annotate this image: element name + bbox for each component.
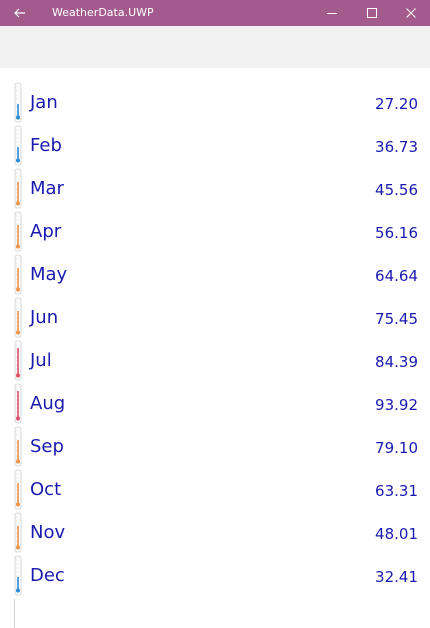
month-label: Jun — [30, 307, 59, 328]
month-label: May — [30, 264, 68, 285]
temperature-value: 27.20 — [375, 95, 418, 113]
list-edge — [14, 599, 15, 628]
month-label: Sep — [30, 436, 64, 457]
maximize-icon — [367, 8, 377, 18]
temperature-value: 79.10 — [375, 439, 418, 457]
close-button[interactable] — [393, 0, 429, 26]
title-bar: WeatherData.UWP — [0, 0, 430, 26]
temperature-value: 75.45 — [375, 310, 418, 328]
temperature-value: 64.64 — [375, 267, 418, 285]
thermometer-icon — [14, 555, 22, 596]
list-item[interactable]: Jul 84.39 — [0, 340, 430, 383]
thermometer-icon — [14, 426, 22, 467]
month-label: Mar — [30, 178, 64, 199]
temperature-value: 48.01 — [375, 525, 418, 543]
window-title: WeatherData.UWP — [52, 6, 154, 19]
month-label: Jan — [30, 92, 58, 113]
temperature-value: 32.41 — [375, 568, 418, 586]
minimize-button[interactable] — [314, 0, 350, 26]
temperature-value: 56.16 — [375, 224, 418, 242]
month-label: Feb — [30, 135, 62, 156]
thermometer-icon — [14, 125, 22, 166]
thermometer-icon — [14, 211, 22, 252]
month-label: Dec — [30, 565, 65, 586]
list-item[interactable]: May 64.64 — [0, 254, 430, 297]
thermometer-icon — [14, 512, 22, 553]
thermometer-icon — [14, 297, 22, 338]
thermometer-icon — [14, 469, 22, 510]
maximize-button[interactable] — [354, 0, 390, 26]
list-item[interactable]: Jan 27.20 — [0, 82, 430, 125]
temperature-value: 84.39 — [375, 353, 418, 371]
minimize-icon — [327, 13, 337, 14]
list-item[interactable]: Feb 36.73 — [0, 125, 430, 168]
list-item[interactable]: Jun 75.45 — [0, 297, 430, 340]
list-item[interactable]: Apr 56.16 — [0, 211, 430, 254]
list-item[interactable]: Nov 48.01 — [0, 512, 430, 555]
arrow-left-icon — [14, 8, 25, 18]
thermometer-icon — [14, 168, 22, 209]
list-item[interactable]: Sep 79.10 — [0, 426, 430, 469]
temperature-value: 63.31 — [375, 482, 418, 500]
temperature-value: 93.92 — [375, 396, 418, 414]
thermometer-icon — [14, 383, 22, 424]
month-label: Apr — [30, 221, 62, 242]
month-label: Oct — [30, 479, 62, 500]
thermometer-icon — [14, 82, 22, 123]
temperature-value: 45.56 — [375, 181, 418, 199]
month-label: Nov — [30, 522, 66, 543]
list-item[interactable]: Aug 93.92 — [0, 383, 430, 426]
list-item[interactable]: Dec 32.41 — [0, 555, 430, 598]
month-list[interactable]: Jan 27.20 Feb 36.73 Mar 45.56 Apr 56.16 May 64.64… — [0, 82, 430, 598]
list-item[interactable]: Mar 45.56 — [0, 168, 430, 211]
thermometer-icon — [14, 254, 22, 295]
month-label: Jul — [30, 350, 52, 371]
month-label: Aug — [30, 393, 66, 414]
list-item[interactable]: Oct 63.31 — [0, 469, 430, 512]
command-bar — [0, 26, 430, 68]
temperature-value: 36.73 — [375, 138, 418, 156]
thermometer-icon — [14, 340, 22, 381]
back-button[interactable] — [10, 4, 30, 22]
close-icon — [406, 8, 416, 18]
